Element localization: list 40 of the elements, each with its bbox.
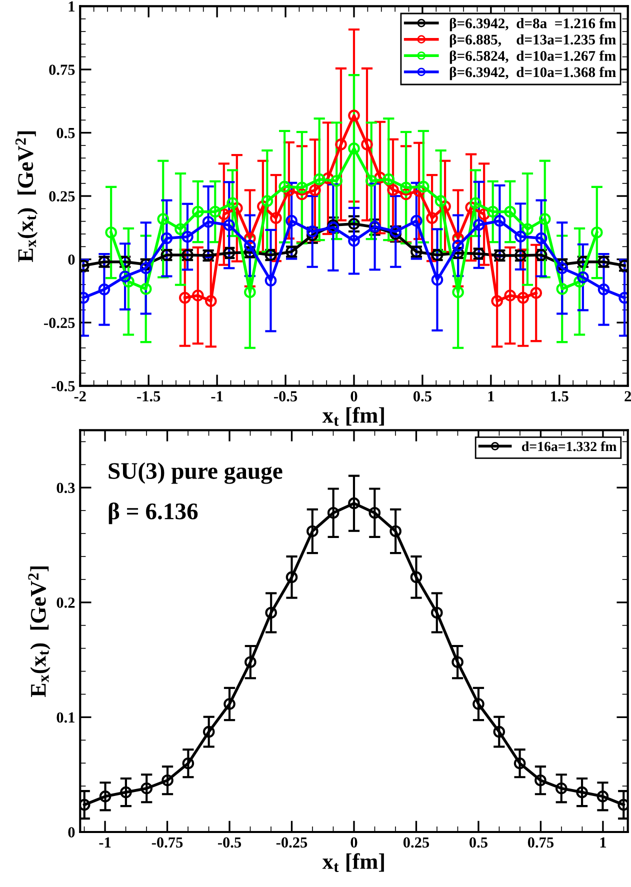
legend-label: d=16a=1.332 fm (522, 441, 616, 452)
x-tick-label: 0.25 (403, 837, 430, 848)
y-tick-label: 0.1 (56, 712, 74, 723)
x-tick-label: 0.75 (528, 837, 554, 848)
legend-label: β=6.3942, d=10a=1.368 fm (450, 66, 616, 80)
y-tick-label: 0.25 (49, 191, 75, 202)
x-tick-label: 1 (600, 837, 606, 848)
x-tick-label: -2 (74, 391, 86, 402)
x-axis-title: x$_{t}$ [fm] (322, 853, 384, 872)
x-tick-label: -0.5 (274, 391, 298, 402)
x-tick-label: 1 (488, 391, 494, 402)
y-tick-label: 0.2 (56, 598, 75, 608)
y-tick-label: 0 (68, 827, 75, 838)
x-tick-label: 0.5 (470, 837, 488, 848)
y-tick-label: -0.5 (52, 380, 75, 392)
annotation: β = 6.136 (108, 502, 198, 524)
x-tick-label: -0.5 (218, 837, 242, 848)
y-tick-label: -0.25 (44, 318, 75, 328)
x-tick-label: 0.5 (413, 391, 432, 402)
y-axis-title: E$_{x}$(x$_{t}$) [GeV$^{2}$] (15, 131, 38, 262)
x-tick-label: -1 (99, 837, 111, 848)
annotation: SU(3) pure gauge (108, 462, 282, 484)
legend-label: β=6.885, d=13a=1.235 fm (450, 34, 616, 48)
y-tick-label: 0 (68, 254, 75, 265)
y-axis-title: E$_{x}$(x$_{t}$) [GeV$^{2}$] (28, 566, 50, 698)
x-tick-label: 0 (350, 391, 358, 402)
legend-label: β=6.3942, d=8a =1.216 fm (450, 18, 616, 32)
x-tick-label: -0.75 (152, 837, 183, 848)
y-tick-label: 0.5 (56, 128, 75, 138)
y-tick-label: 0.3 (56, 482, 75, 494)
legend-label: β=6.5824, d=10a=1.267 fm (450, 50, 616, 64)
x-axis-title: x$_{t}$ [fm] (322, 406, 384, 426)
x-tick-label: 1.5 (551, 391, 568, 402)
x-tick-label: -0.25 (276, 837, 308, 848)
y-tick-label: 1 (68, 1, 74, 12)
x-tick-label: 0 (350, 837, 358, 848)
x-tick-label: 2 (624, 391, 631, 402)
y-tick-label: 0.75 (49, 64, 75, 75)
x-tick-label: -1 (211, 391, 223, 402)
x-tick-label: -1.5 (137, 391, 160, 402)
